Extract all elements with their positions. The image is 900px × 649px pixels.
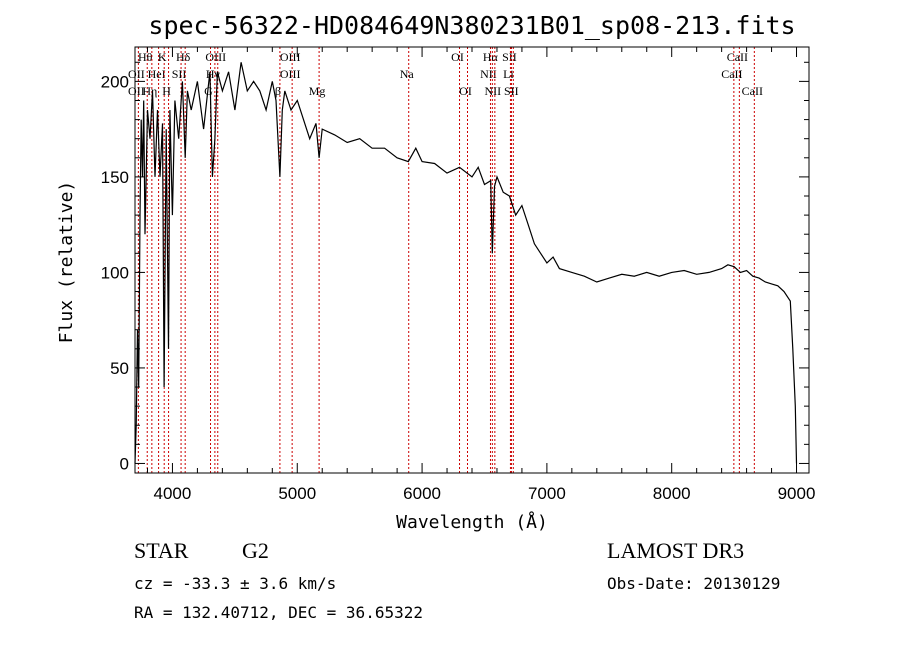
marker-label: SII (502, 50, 517, 64)
chart-title: spec-56322-HD084649N380231B01_sp08-213.f… (148, 11, 795, 40)
marker-label: H (162, 84, 171, 98)
marker-label: NII (485, 84, 502, 98)
redshift-cz: cz = -33.3 ± 3.6 km/s (134, 574, 337, 593)
plot-frame (134, 46, 810, 474)
ra-dec: RA = 132.40712, DEC = 36.65322 (134, 603, 423, 622)
y-tick-label: 50 (110, 359, 129, 378)
object-class: STAR (134, 538, 189, 563)
marker-label: G (204, 84, 213, 98)
marker-label: OIII (280, 67, 301, 81)
marker-label: Na (400, 67, 415, 81)
marker-label: HeI (148, 67, 166, 81)
marker-label: SII (172, 67, 187, 81)
marker-label: Hη (142, 84, 157, 98)
marker-label: K (158, 50, 167, 64)
marker-label: OII (128, 84, 145, 98)
marker-label: Hδ (176, 50, 191, 64)
marker-label: OIII (280, 50, 301, 64)
marker-label: OII (128, 67, 145, 81)
marker-label: CaII (727, 50, 748, 64)
y-axis: 0 50 100 150 200 (101, 61, 809, 473)
x-axis-label: Wavelength (Å) (396, 511, 548, 533)
y-tick-label: 200 (101, 72, 129, 91)
marker-label: SII (504, 84, 519, 98)
survey-name: LAMOST DR3 (607, 538, 745, 563)
y-tick-label: 150 (101, 168, 129, 187)
x-tick-label: 4000 (154, 484, 192, 503)
marker-label: OIII (205, 50, 226, 64)
marker-label: OI (451, 50, 464, 64)
marker-label: OI (459, 84, 472, 98)
x-axis: 4000 5000 6000 7000 8000 9000 (146, 47, 816, 503)
x-tick-label: 7000 (528, 484, 566, 503)
spectrum-line (134, 62, 798, 464)
marker-label: CaII (721, 67, 742, 81)
x-tick-label: 9000 (778, 484, 816, 503)
marker-label: β (275, 84, 281, 98)
marker-label: Mg (309, 84, 326, 98)
y-axis-label: Flux (relative) (56, 181, 77, 344)
x-tick-label: 6000 (403, 484, 441, 503)
obs-date: Obs-Date: 20130129 (607, 574, 781, 593)
marker-label: NII (480, 67, 497, 81)
marker-label: Li (503, 67, 514, 81)
marker-label: Hθ (138, 50, 153, 64)
x-tick-label: 5000 (278, 484, 316, 503)
x-tick-label: 8000 (653, 484, 691, 503)
marker-label: CaII (742, 84, 763, 98)
y-tick-label: 0 (120, 454, 129, 473)
y-tick-label: 100 (101, 263, 129, 282)
subclass: G2 (242, 538, 269, 563)
